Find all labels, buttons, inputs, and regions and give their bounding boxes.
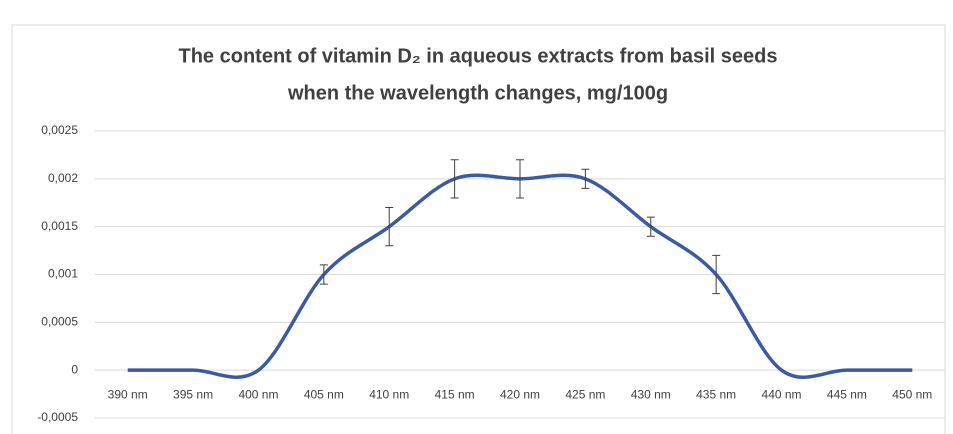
x-tick-label: 425 nm bbox=[565, 387, 605, 401]
y-tick-label: 0,0015 bbox=[41, 219, 78, 233]
x-tick-label: 445 nm bbox=[827, 387, 867, 401]
x-tick-label: 405 nm bbox=[304, 387, 344, 401]
x-tick-label: 415 nm bbox=[435, 387, 475, 401]
x-tick-label: 450 nm bbox=[892, 387, 932, 401]
chart-frame bbox=[11, 24, 946, 434]
y-tick-label: 0,001 bbox=[48, 267, 78, 281]
x-tick-label: 440 nm bbox=[762, 387, 802, 401]
x-tick-label: 400 nm bbox=[238, 387, 278, 401]
error-bar bbox=[646, 216, 655, 237]
y-tick-label: 0,0005 bbox=[41, 315, 78, 329]
x-tick-label: 435 nm bbox=[696, 387, 736, 401]
y-tick-label: 0 bbox=[71, 362, 78, 376]
x-tick-label: 410 nm bbox=[369, 387, 409, 401]
y-tick-label: -0,0005 bbox=[37, 410, 78, 424]
error-bar bbox=[450, 159, 459, 199]
x-tick-label: 395 nm bbox=[173, 387, 213, 401]
x-tick-label: 420 nm bbox=[500, 387, 540, 401]
y-tick-label: 0,0025 bbox=[41, 123, 78, 137]
chart-title: when the wavelength changes, mg/100g bbox=[287, 82, 668, 104]
error-bar bbox=[516, 159, 524, 199]
error-bar bbox=[712, 254, 721, 295]
x-tick-label: 430 nm bbox=[631, 387, 671, 401]
error-bar bbox=[385, 207, 394, 247]
y-tick-label: 0,002 bbox=[48, 171, 78, 185]
error-bar bbox=[319, 264, 328, 285]
chart-title: The content of vitamin D₂ in aqueous ext… bbox=[178, 45, 777, 67]
x-tick-label: 390 nm bbox=[108, 387, 148, 401]
error-bar bbox=[581, 168, 590, 189]
